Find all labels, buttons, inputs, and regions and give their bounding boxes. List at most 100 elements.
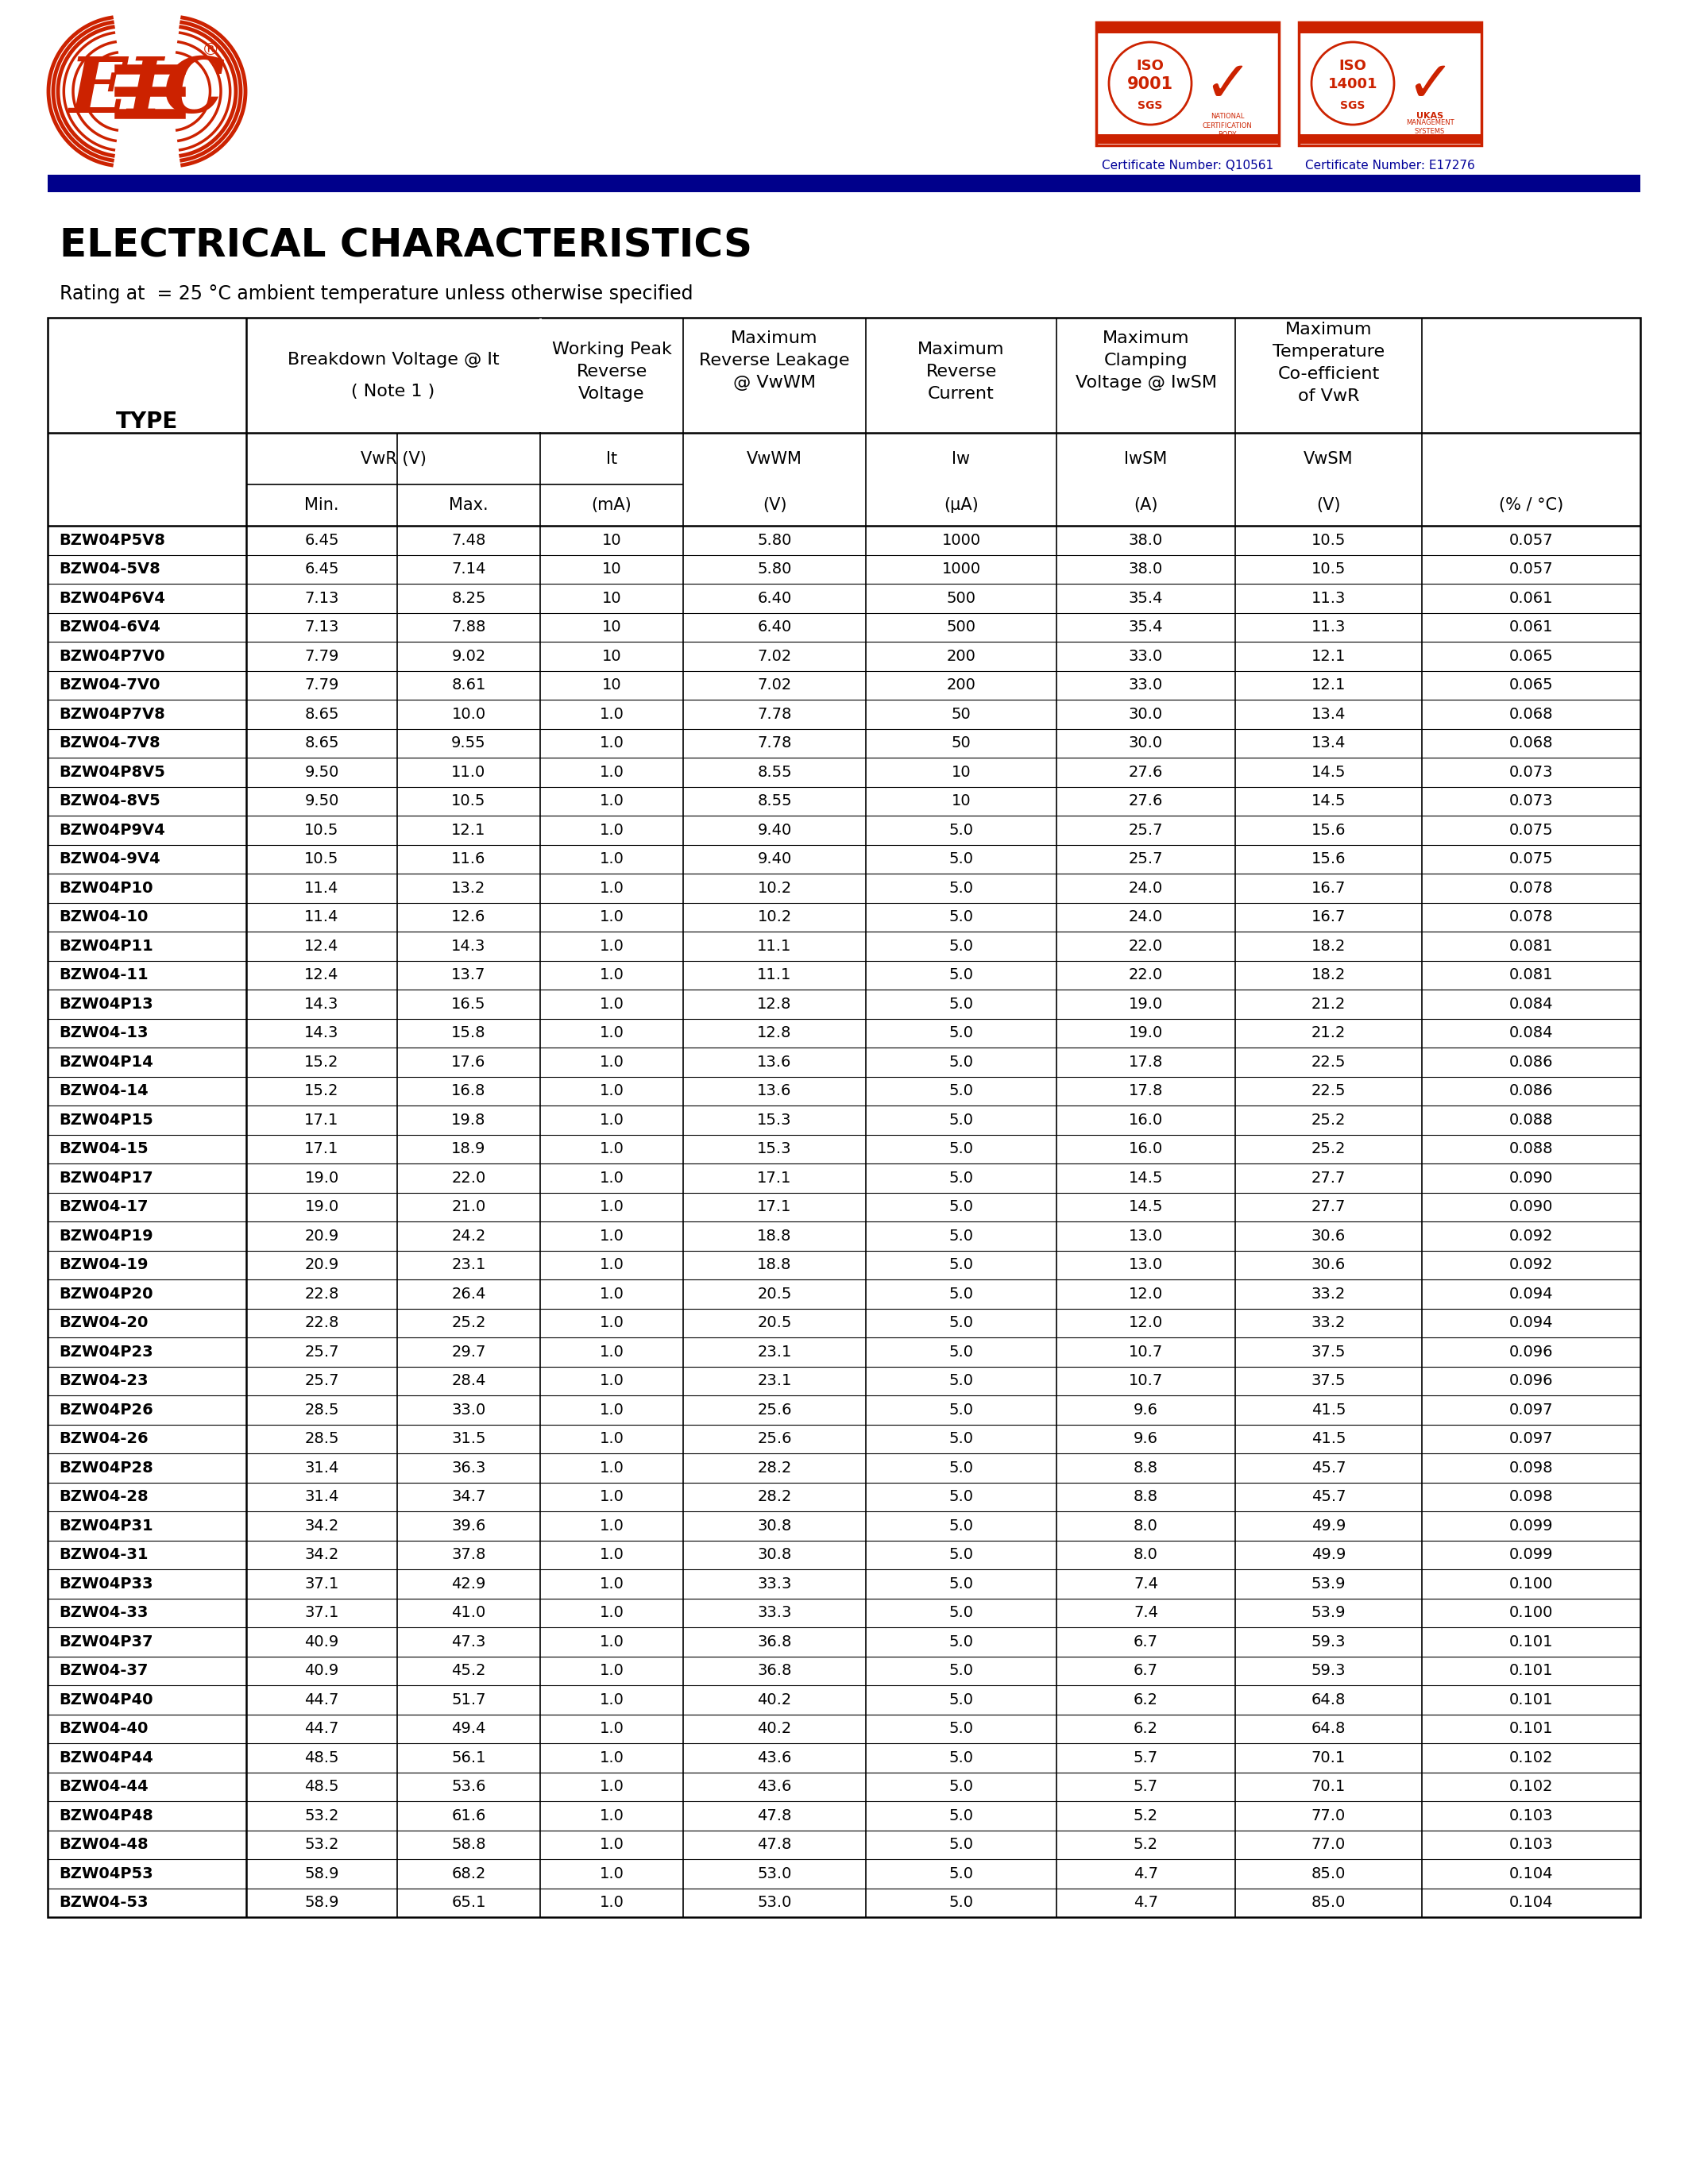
Text: 36.3: 36.3 bbox=[451, 1461, 486, 1476]
Text: 0.099: 0.099 bbox=[1509, 1518, 1553, 1533]
Text: 70.1: 70.1 bbox=[1312, 1749, 1345, 1765]
Text: 1.0: 1.0 bbox=[599, 880, 625, 895]
Text: 1.0: 1.0 bbox=[599, 1461, 625, 1476]
Text: 18.8: 18.8 bbox=[758, 1258, 792, 1273]
Text: 68.2: 68.2 bbox=[451, 1865, 486, 1880]
Text: 85.0: 85.0 bbox=[1312, 1865, 1345, 1880]
Text: 41.0: 41.0 bbox=[451, 1605, 486, 1621]
Text: 53.0: 53.0 bbox=[758, 1896, 792, 1911]
Text: 5.0: 5.0 bbox=[949, 1083, 974, 1099]
Text: 40.2: 40.2 bbox=[758, 1693, 792, 1708]
Text: 0.057: 0.057 bbox=[1509, 533, 1553, 548]
Text: 6.45: 6.45 bbox=[304, 561, 339, 577]
Text: 0.061: 0.061 bbox=[1509, 590, 1553, 605]
Text: Maximum: Maximum bbox=[918, 341, 1004, 358]
Text: 0.094: 0.094 bbox=[1509, 1286, 1553, 1302]
Text: 10.2: 10.2 bbox=[758, 909, 792, 924]
Bar bbox=[1298, 133, 1482, 144]
Text: 0.101: 0.101 bbox=[1509, 1721, 1553, 1736]
Text: 5.0: 5.0 bbox=[949, 968, 974, 983]
Text: 0.073: 0.073 bbox=[1509, 764, 1553, 780]
Text: BZW04-7V0: BZW04-7V0 bbox=[59, 677, 160, 692]
Text: Working Peak: Working Peak bbox=[552, 341, 672, 358]
Text: 45.7: 45.7 bbox=[1312, 1489, 1345, 1505]
Text: TYPE: TYPE bbox=[116, 411, 177, 432]
Text: 10: 10 bbox=[952, 793, 971, 808]
Text: BZW04P17: BZW04P17 bbox=[59, 1171, 154, 1186]
Text: 85.0: 85.0 bbox=[1312, 1896, 1345, 1911]
Text: 5.0: 5.0 bbox=[949, 1664, 974, 1677]
Text: 5.0: 5.0 bbox=[949, 1171, 974, 1186]
Text: 1.0: 1.0 bbox=[599, 1605, 625, 1621]
Text: 0.101: 0.101 bbox=[1509, 1664, 1553, 1677]
Text: 5.0: 5.0 bbox=[949, 1749, 974, 1765]
Text: ✓: ✓ bbox=[1406, 59, 1453, 114]
Text: 1.0: 1.0 bbox=[599, 1055, 625, 1070]
Text: 1.0: 1.0 bbox=[599, 764, 625, 780]
Text: 53.6: 53.6 bbox=[451, 1780, 486, 1795]
Text: 7.79: 7.79 bbox=[304, 677, 339, 692]
Text: 500: 500 bbox=[947, 620, 976, 636]
Text: 30.0: 30.0 bbox=[1129, 708, 1163, 721]
Text: 5.7: 5.7 bbox=[1134, 1749, 1158, 1765]
Text: 33.3: 33.3 bbox=[758, 1577, 792, 1592]
Text: 1.0: 1.0 bbox=[599, 1374, 625, 1389]
Text: 0.078: 0.078 bbox=[1509, 909, 1553, 924]
Text: 0.061: 0.061 bbox=[1509, 620, 1553, 636]
Text: BZW04P20: BZW04P20 bbox=[59, 1286, 154, 1302]
Text: 1.0: 1.0 bbox=[599, 1693, 625, 1708]
Text: 0.084: 0.084 bbox=[1509, 1026, 1553, 1040]
Text: 1.0: 1.0 bbox=[599, 1780, 625, 1795]
Text: 200: 200 bbox=[947, 677, 976, 692]
Bar bbox=[1096, 22, 1280, 146]
Text: BZW04-8V5: BZW04-8V5 bbox=[59, 793, 160, 808]
Text: 16.7: 16.7 bbox=[1312, 909, 1345, 924]
Text: Iᴡ: Iᴡ bbox=[952, 450, 971, 467]
Text: 5.0: 5.0 bbox=[949, 1577, 974, 1592]
Text: 18.8: 18.8 bbox=[758, 1227, 792, 1243]
Text: 53.0: 53.0 bbox=[758, 1865, 792, 1880]
Text: 10: 10 bbox=[952, 764, 971, 780]
Text: 33.0: 33.0 bbox=[1129, 649, 1163, 664]
Text: 7.78: 7.78 bbox=[758, 736, 792, 751]
Text: 22.0: 22.0 bbox=[1129, 968, 1163, 983]
Text: 16.8: 16.8 bbox=[451, 1083, 486, 1099]
Text: 1.0: 1.0 bbox=[599, 1489, 625, 1505]
Text: 1.0: 1.0 bbox=[599, 1546, 625, 1562]
Text: 1.0: 1.0 bbox=[599, 1402, 625, 1417]
Text: 12.4: 12.4 bbox=[304, 968, 339, 983]
Text: 16.7: 16.7 bbox=[1312, 880, 1345, 895]
Text: BZW04-44: BZW04-44 bbox=[59, 1780, 149, 1795]
Text: Max.: Max. bbox=[449, 498, 488, 513]
Text: 15.8: 15.8 bbox=[451, 1026, 486, 1040]
Text: 0.086: 0.086 bbox=[1509, 1083, 1553, 1099]
Text: 1.0: 1.0 bbox=[599, 708, 625, 721]
Text: 14001: 14001 bbox=[1328, 76, 1377, 92]
Text: BZW04P33: BZW04P33 bbox=[59, 1577, 154, 1592]
Text: BZW04P7V0: BZW04P7V0 bbox=[59, 649, 165, 664]
Text: 1.0: 1.0 bbox=[599, 1518, 625, 1533]
Text: 0.065: 0.065 bbox=[1509, 677, 1553, 692]
Text: 50: 50 bbox=[952, 736, 971, 751]
Text: 12.1: 12.1 bbox=[1312, 677, 1345, 692]
Text: 20.5: 20.5 bbox=[758, 1286, 792, 1302]
Text: 59.3: 59.3 bbox=[1312, 1634, 1345, 1649]
Text: 9.40: 9.40 bbox=[758, 852, 792, 867]
Text: 5.7: 5.7 bbox=[1134, 1780, 1158, 1795]
Text: of VᴡR: of VᴡR bbox=[1298, 389, 1359, 404]
Text: 0.090: 0.090 bbox=[1509, 1171, 1553, 1186]
Text: 49.9: 49.9 bbox=[1312, 1546, 1345, 1562]
Text: BZW04P40: BZW04P40 bbox=[59, 1693, 154, 1708]
Text: (A): (A) bbox=[1134, 498, 1158, 513]
Text: 30.6: 30.6 bbox=[1312, 1258, 1345, 1273]
Text: BZW04-40: BZW04-40 bbox=[59, 1721, 149, 1736]
Text: 24.0: 24.0 bbox=[1129, 909, 1163, 924]
Text: 8.55: 8.55 bbox=[758, 793, 792, 808]
Text: 0.098: 0.098 bbox=[1509, 1461, 1553, 1476]
Text: 10: 10 bbox=[603, 561, 621, 577]
Text: Certificate Number: E17276: Certificate Number: E17276 bbox=[1305, 159, 1475, 173]
Text: 0.088: 0.088 bbox=[1509, 1112, 1553, 1127]
Text: 0.103: 0.103 bbox=[1509, 1837, 1553, 1852]
Text: BZW04-48: BZW04-48 bbox=[59, 1837, 149, 1852]
Text: BZW04P26: BZW04P26 bbox=[59, 1402, 154, 1417]
